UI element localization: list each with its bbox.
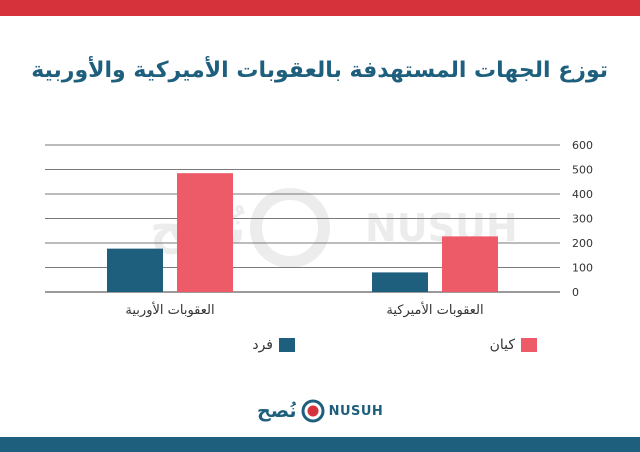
x-category-label: العقوبات الأميركية xyxy=(386,301,483,318)
bar-entity xyxy=(442,236,498,292)
y-tick-label: 400 xyxy=(572,188,593,201)
bottom-accent-bar xyxy=(0,437,640,452)
legend-swatch-person xyxy=(279,338,295,352)
y-tick-label: 500 xyxy=(572,164,593,177)
bar-entity xyxy=(177,173,233,292)
legend-label-person: فرد xyxy=(252,337,273,353)
y-tick-label: 200 xyxy=(572,237,593,250)
top-accent-bar xyxy=(0,0,640,16)
legend-entity: كيان xyxy=(490,337,537,357)
legend-person: فرد xyxy=(252,337,295,357)
bar-person xyxy=(107,248,163,292)
x-category-label: العقوبات الأوربية xyxy=(125,301,214,318)
logo-english: NUSUH xyxy=(328,403,384,419)
y-tick-label: 300 xyxy=(572,213,593,226)
circle-target-icon xyxy=(301,399,325,423)
chart-title: توزع الجهات المستهدفة بالعقوبات الأميركي… xyxy=(31,58,608,83)
footer-logo: نُصح NUSUH xyxy=(257,396,387,426)
y-tick-label: 600 xyxy=(572,139,593,152)
legend-label-entity: كيان xyxy=(489,337,515,353)
y-tick-label: 100 xyxy=(572,262,593,275)
y-tick-label: 0 xyxy=(572,286,579,299)
logo-arabic: نُصح xyxy=(257,400,297,422)
legend-swatch-entity xyxy=(521,338,537,352)
bar-person xyxy=(372,272,428,292)
